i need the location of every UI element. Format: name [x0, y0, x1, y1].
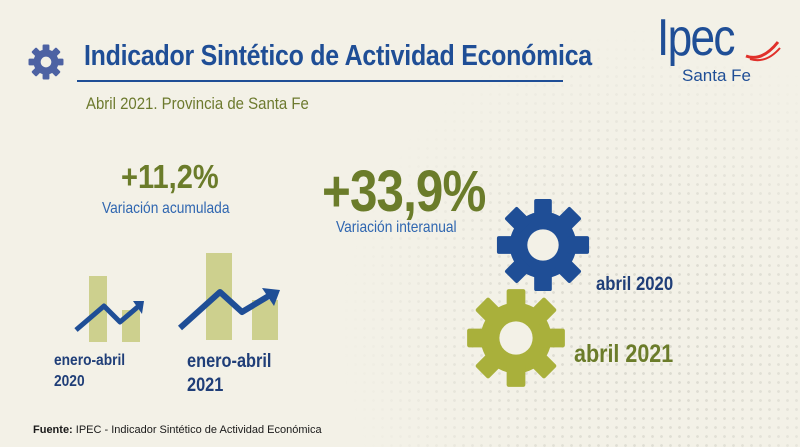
- accumulated-variation-label: Variación acumulada: [102, 200, 230, 217]
- logo-subtitle: Santa Fe: [682, 66, 751, 85]
- period-label-2021: enero-abril 2021: [187, 350, 271, 398]
- logo-swoosh-icon: [745, 41, 781, 62]
- period-2021-line1: enero-abril: [187, 351, 272, 372]
- gear-icon: [28, 44, 64, 80]
- trend-chart-2020-icon: [74, 276, 144, 342]
- page-subtitle: Abril 2021. Provincia de Santa Fe: [86, 94, 309, 113]
- gear-2020-icon: [496, 198, 590, 292]
- period-2021-line2: 2021: [187, 375, 224, 396]
- interannual-variation-label: Variación interanual: [336, 219, 457, 236]
- gear-2020-label: abril 2020: [596, 274, 674, 295]
- accumulated-variation-value: +11,2%: [121, 158, 219, 195]
- interannual-variation-value: +33,9%: [322, 159, 486, 224]
- period-2020-line1: enero-abril: [54, 352, 126, 369]
- source-text: IPEC - Indicador Sintético de Actividad …: [72, 424, 322, 436]
- period-label-2020: enero-abril 2020: [54, 350, 125, 392]
- gear-2021-icon: [467, 289, 565, 387]
- period-2020-line2: 2020: [54, 373, 85, 390]
- source-note: Fuente: IPEC - Indicador Sintético de Ac…: [33, 424, 322, 436]
- source-label: Fuente:: [33, 424, 73, 436]
- ipec-logo: Ipec: [657, 9, 735, 67]
- gear-2021-label: abril 2021: [574, 340, 674, 368]
- title-divider: [77, 80, 563, 82]
- trend-chart-2021-icon: [177, 253, 280, 340]
- page-title: Indicador Sintético de Actividad Económi…: [84, 40, 592, 72]
